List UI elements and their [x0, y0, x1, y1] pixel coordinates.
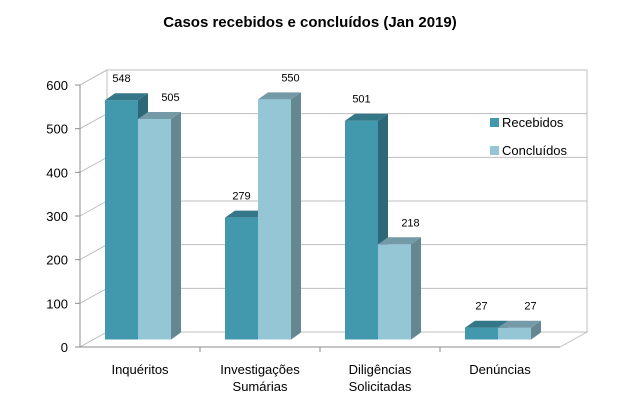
legend-swatch: [490, 118, 499, 127]
y-tick-label: 600: [46, 78, 68, 93]
y-tick-label: 100: [46, 296, 68, 311]
data-label: 218: [401, 217, 419, 229]
y-tick-label: 300: [46, 209, 68, 224]
data-label: 548: [112, 73, 130, 85]
bar-front: [225, 217, 258, 340]
bar: [138, 111, 181, 340]
bar-top: [105, 93, 148, 101]
bar-side: [411, 237, 421, 340]
data-labels: 548 279 501 27 505 550 218 27: [112, 72, 536, 312]
x-tick-label-line: Sumárias: [233, 379, 288, 394]
y-tick-label: 400: [46, 165, 68, 180]
x-tick-label-line: Denúncias: [469, 362, 531, 377]
x-tick-label-line: Solicitadas: [349, 379, 412, 394]
bar-front: [378, 244, 411, 340]
bar-top: [138, 111, 181, 119]
bar-front: [258, 99, 291, 340]
bar-front: [465, 327, 498, 340]
x-tick-label: Investigações Sumárias: [220, 362, 300, 394]
bar-top: [465, 320, 508, 328]
data-label: 27: [475, 301, 487, 313]
x-tick-label-line: Inquéritos: [111, 362, 169, 377]
x-tick-label-line: Diligências: [349, 362, 412, 377]
x-tick-label: Denúncias: [469, 362, 531, 377]
data-label: 505: [161, 92, 179, 104]
legend: Recebidos Concluídos: [490, 115, 568, 158]
y-tick-label: 200: [46, 253, 68, 268]
x-tick-label: Inquéritos: [111, 362, 169, 377]
bar-front: [498, 327, 531, 340]
bars: [105, 92, 541, 340]
legend-label: Concluídos: [502, 143, 568, 158]
gridline: [79, 69, 587, 86]
data-label: 550: [281, 72, 299, 84]
bar-front: [345, 120, 378, 340]
legend-swatch: [490, 146, 499, 155]
bar-side: [291, 92, 301, 340]
bar-top: [225, 210, 268, 218]
x-tick-label: Diligências Solicitadas: [349, 362, 412, 394]
bar-top: [498, 320, 541, 328]
legend-label: Recebidos: [502, 115, 564, 130]
bar-front: [105, 100, 138, 340]
bar-front: [138, 118, 171, 340]
y-tick-label: 500: [46, 122, 68, 137]
x-axis: Inquéritos Investigações Sumárias Diligênci…: [80, 346, 560, 394]
bar: [258, 92, 301, 340]
data-label: 279: [232, 191, 250, 203]
y-tick-label: 0: [61, 340, 68, 355]
bar: [498, 320, 541, 340]
bar-top: [345, 113, 388, 121]
bar-side: [171, 111, 181, 340]
y-axis: 0 100 200 300 400 500 600: [46, 78, 81, 355]
bar: [378, 237, 421, 340]
x-tick-label-line: Investigações: [220, 362, 300, 377]
chart-title: Casos recebidos e concluídos (Jan 2019): [163, 14, 456, 31]
bar-top: [378, 237, 421, 245]
data-label: 27: [524, 301, 536, 313]
bar-top: [258, 92, 301, 100]
bar-side: [531, 320, 541, 340]
data-label: 501: [352, 94, 370, 106]
